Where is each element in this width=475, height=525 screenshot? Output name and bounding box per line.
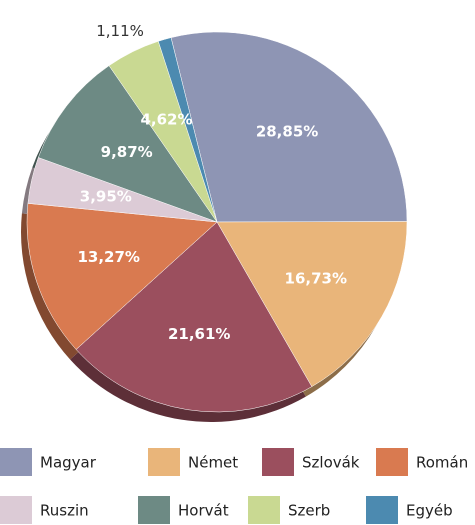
data-label: 9,87% [101,143,153,161]
legend-label: Román [416,454,468,472]
legend-swatch [0,448,32,476]
legend-swatch [262,448,294,476]
data-label: 13,27% [77,248,139,266]
slice [37,65,218,223]
data-label: 4,62% [140,110,192,128]
legend-label: Magyar [40,454,97,472]
slice [170,31,408,223]
data-label: 1,11% [96,22,144,40]
legend-label: Egyéb [406,502,453,520]
legend-label: Szerb [288,502,330,520]
data-label: 21,61% [168,325,230,343]
legend-swatch [148,448,180,476]
legend-label: Ruszin [40,502,89,520]
legend-swatch [366,496,398,524]
legend-swatch [0,496,32,524]
data-label: 3,95% [80,187,132,205]
slice [26,203,218,350]
legend-label: Horvát [178,502,229,520]
slice [75,221,313,413]
data-label: 28,85% [256,123,318,141]
legend-swatch [376,448,408,476]
legend-swatch [248,496,280,524]
slice [157,37,218,223]
data-label: 16,73% [285,269,347,287]
legend-swatch [138,496,170,524]
legend-label: Szlovák [302,454,360,472]
legend-label: Német [188,454,238,472]
slice [216,221,408,388]
